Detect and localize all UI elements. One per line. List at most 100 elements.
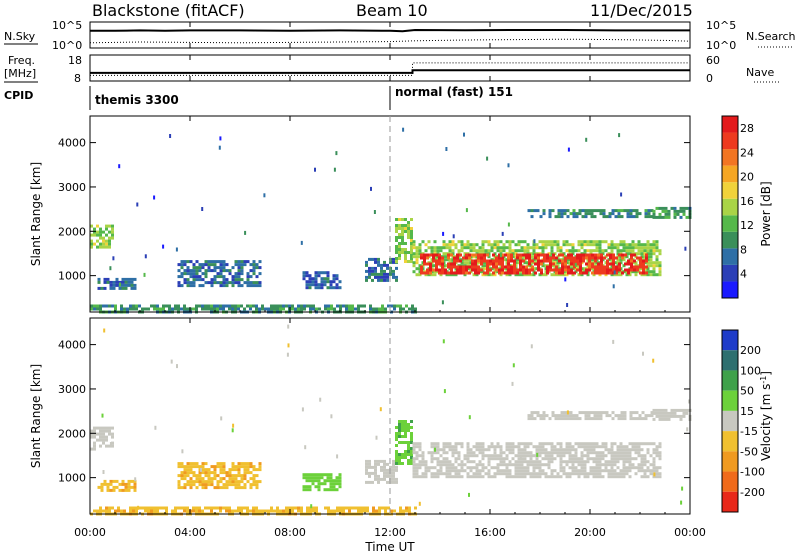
heatmap-cell-6 [607, 246, 611, 250]
heatmap-cell-4 [380, 266, 383, 270]
heatmap-cell-6 [493, 243, 497, 247]
heatmap-cell-2 [231, 483, 235, 487]
heatmap-cell-7 [507, 256, 510, 260]
heatmap-cell-3 [302, 473, 306, 477]
heatmap-cell-6 [511, 445, 515, 449]
heatmap-cell-4 [389, 260, 392, 264]
heatmap-cell-0 [99, 227, 102, 231]
heatmap-cell-6 [586, 475, 590, 479]
heatmap-cell-7 [537, 256, 540, 260]
heatmap-cell-5 [395, 239, 398, 242]
heatmap-cell-6 [490, 246, 494, 250]
heatmap-cell-10 [297, 304, 300, 308]
heatmap-cell-3 [320, 280, 324, 284]
power-heatmap [90, 127, 692, 314]
heatmap-cell-2 [246, 471, 250, 475]
heatmap-cell-2 [189, 275, 193, 279]
heatmap-cell-1 [118, 286, 122, 290]
heatmap-cell-10 [270, 307, 273, 311]
heatmap-cell-5 [410, 426, 413, 429]
heatmap-cell-6 [481, 463, 485, 467]
heatmap-cell-6 [466, 472, 470, 476]
heatmap-cell-9 [201, 509, 204, 513]
speckle-cell [507, 222, 510, 227]
heatmap-cell-6 [649, 273, 653, 277]
heatmap-cell-6 [490, 457, 494, 461]
heatmap-cell-8 [647, 209, 651, 213]
heatmap-cell-6 [568, 442, 572, 446]
heatmap-cell-7 [474, 262, 477, 266]
heatmap-cell-6 [505, 463, 509, 467]
heatmap-cell-4 [380, 468, 383, 472]
heatmap-cell-6 [502, 451, 506, 455]
x-tick-label: 12:00 [374, 526, 406, 539]
heatmap-cell-5 [410, 242, 413, 245]
heatmap-cell-6 [613, 460, 617, 464]
heatmap-cell-5 [395, 450, 398, 453]
heatmap-cell-3 [326, 277, 330, 281]
heatmap-cell-9 [141, 506, 144, 510]
heatmap-cell-6 [568, 457, 572, 461]
heatmap-cell-3 [302, 485, 306, 489]
heatmap-cell-6 [559, 448, 563, 452]
heatmap-cell-2 [219, 477, 223, 481]
heatmap-cell-6 [652, 267, 656, 271]
heatmap-cell-0 [96, 239, 99, 243]
heatmap-cell-2 [195, 266, 199, 270]
velocity-colorbar-tick: 200 [740, 344, 761, 357]
heatmap-cell-7 [522, 268, 525, 272]
heatmap-cell-7 [591, 265, 594, 269]
heatmap-cell-6 [646, 466, 650, 470]
heatmap-cell-6 [631, 463, 635, 467]
heatmap-cell-2 [186, 468, 190, 472]
y-tick-label: 2000 [58, 427, 86, 440]
heatmap-cell-6 [508, 249, 512, 253]
heatmap-cell-2 [237, 468, 241, 472]
heatmap-cell-7 [542, 411, 546, 415]
heatmap-cell-0 [90, 435, 93, 439]
heatmap-cell-6 [643, 249, 647, 253]
heatmap-cell-7 [641, 417, 645, 421]
heatmap-cell-7 [552, 262, 555, 266]
heatmap-cell-6 [568, 460, 572, 464]
heatmap-cell-6 [589, 451, 593, 455]
heatmap-cell-9 [162, 506, 165, 510]
heatmap-cell-5 [398, 227, 401, 230]
heatmap-cell-6 [634, 273, 638, 277]
heatmap-cell-8 [572, 209, 576, 213]
heatmap-cell-6 [526, 243, 530, 247]
heatmap-cell-6 [460, 243, 464, 247]
heatmap-cell-3 [326, 488, 330, 492]
heatmap-cell-7 [468, 265, 471, 269]
heatmap-cell-1 [112, 479, 116, 483]
heatmap-cell-2 [249, 263, 253, 267]
heatmap-cell-6 [634, 466, 638, 470]
heatmap-cell-6 [436, 460, 440, 464]
heatmap-cell-7 [438, 268, 441, 272]
heatmap-cell-4 [383, 477, 386, 481]
heatmap-cell-6 [445, 463, 449, 467]
heatmap-cell-1 [103, 277, 107, 281]
heatmap-cell-6 [607, 472, 611, 476]
heatmap-cell-10 [273, 307, 276, 311]
heatmap-cell-6 [457, 475, 461, 479]
heatmap-cell-5 [401, 218, 404, 221]
heatmap-cell-6 [499, 451, 503, 455]
heatmap-cell-7 [600, 271, 603, 275]
speckle-cell [652, 358, 655, 363]
heatmap-cell-6 [526, 451, 530, 455]
heatmap-cell-6 [451, 240, 455, 244]
heatmap-cell-6 [574, 451, 578, 455]
heatmap-cell-6 [652, 469, 656, 473]
heatmap-cell-5 [410, 239, 413, 242]
heatmap-cell-6 [499, 448, 503, 452]
heatmap-cell-6 [547, 460, 551, 464]
heatmap-cell-4 [383, 278, 386, 282]
heatmap-cell-4 [368, 471, 371, 475]
heatmap-cell-6 [487, 243, 491, 247]
heatmap-cell-1 [97, 485, 101, 489]
heatmap-cell-2 [225, 471, 229, 475]
heatmap-cell-7 [576, 268, 579, 272]
heatmap-cell-1 [127, 482, 131, 486]
